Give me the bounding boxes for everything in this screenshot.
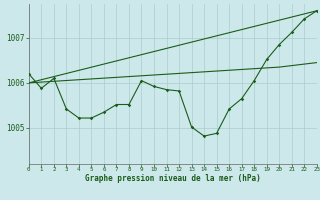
X-axis label: Graphe pression niveau de la mer (hPa): Graphe pression niveau de la mer (hPa) [85, 174, 261, 183]
